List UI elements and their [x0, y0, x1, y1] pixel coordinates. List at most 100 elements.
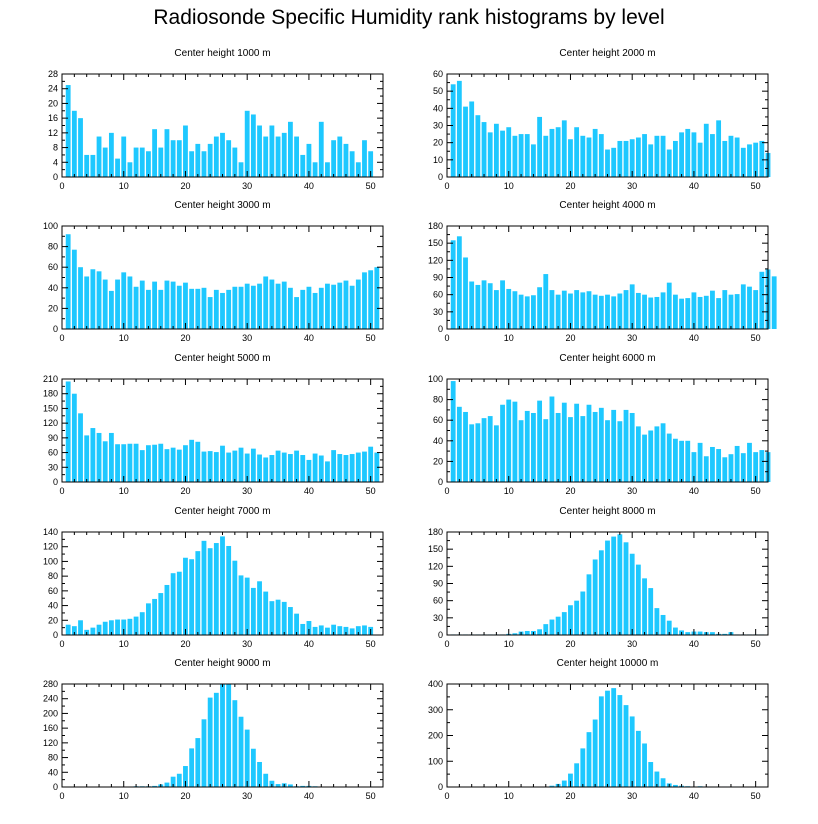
histogram-bar [318, 121, 324, 177]
histogram-bar [580, 591, 586, 635]
histogram-bar [269, 125, 275, 177]
histogram-bar [189, 439, 195, 482]
histogram-bar [355, 279, 361, 329]
histogram-bar [710, 446, 715, 482]
histogram-bar [257, 125, 262, 177]
histogram-bar [574, 763, 580, 787]
panel-title: Center height 6000 m [559, 353, 655, 364]
histogram-bar [121, 619, 127, 635]
y-tick-label: 40 [48, 283, 58, 293]
histogram-bar [164, 449, 170, 482]
histogram-bar [300, 623, 306, 635]
histogram-bar [331, 624, 337, 635]
histogram-bar [115, 279, 120, 329]
histogram-bar [716, 298, 722, 329]
histogram-bar [362, 625, 367, 635]
histogram-bar [152, 444, 158, 482]
histogram-bar [146, 445, 151, 482]
histogram-bar [275, 784, 281, 787]
x-tick-label: 50 [751, 181, 761, 191]
histogram-bar [201, 451, 207, 482]
y-tick-label: 120 [43, 542, 58, 552]
histogram-bar [127, 162, 133, 177]
histogram-bar [673, 784, 678, 787]
histogram-bar [568, 417, 573, 482]
histogram-bar [759, 450, 765, 482]
histogram-bar [463, 411, 468, 482]
histogram-bar [623, 705, 629, 787]
histogram-bar [666, 149, 672, 177]
histogram-bar [164, 584, 170, 635]
histogram-bar [463, 257, 468, 329]
y-tick-label: 90 [48, 433, 58, 443]
histogram-bar [580, 748, 586, 788]
histogram-bar [121, 444, 127, 482]
x-tick-label: 20 [565, 181, 575, 191]
histogram-bar [183, 766, 188, 787]
histogram-bar [703, 295, 709, 329]
histogram-bar [555, 412, 561, 482]
histogram-bar [71, 393, 77, 482]
histogram-bar [133, 286, 139, 329]
histogram-bar [207, 143, 213, 177]
histogram-bar [374, 452, 380, 482]
x-tick-label: 30 [242, 639, 252, 649]
histogram-bar [549, 128, 555, 177]
y-tick-label: 8 [53, 143, 58, 153]
x-tick-label: 50 [751, 486, 761, 496]
x-tick-label: 20 [180, 181, 190, 191]
histogram-bar [176, 285, 182, 329]
y-tick-label: 30 [433, 121, 443, 131]
x-tick-label: 50 [751, 639, 761, 649]
x-tick-label: 20 [565, 333, 575, 343]
histogram-bar [78, 620, 83, 635]
histogram-bar [555, 294, 561, 329]
chart-panel-5: Center height 5000 m 0 10 20 30 40 50 0 30 60 90 12… [43, 353, 384, 496]
histogram-bar [574, 403, 580, 482]
x-tick-label: 30 [242, 791, 252, 801]
histogram-bar [183, 445, 188, 482]
histogram-bar [263, 457, 269, 482]
histogram-bar [207, 451, 213, 482]
histogram-bar [325, 461, 330, 482]
y-tick-label: 28 [48, 69, 58, 79]
y-tick-label: 0 [53, 172, 58, 182]
y-tick-label: 120 [428, 561, 443, 571]
chart-panel-8: Center height 8000 m 0 10 20 30 40 50 0 30 60 90 12… [428, 506, 769, 649]
histogram-bar [220, 536, 225, 635]
histogram-bar [127, 618, 133, 635]
histogram-bar [96, 624, 102, 635]
histogram-bar [281, 601, 287, 635]
histogram-bar [635, 730, 641, 787]
histogram-bar [568, 773, 573, 787]
y-tick-label: 0 [53, 630, 58, 640]
x-tick-label: 0 [59, 333, 64, 343]
histogram-bar [740, 284, 746, 329]
y-tick-label: 20 [433, 138, 443, 148]
panel-title: Center height 2000 m [559, 48, 655, 59]
histogram-bar [238, 447, 244, 482]
histogram-bar [176, 571, 182, 635]
histogram-bar [133, 443, 139, 482]
histogram-bar [697, 296, 703, 329]
histogram-bar [343, 280, 349, 329]
histogram-bar [250, 748, 256, 787]
histogram-bar [312, 162, 318, 177]
histogram-bar [629, 412, 635, 482]
histogram-bar [759, 140, 765, 177]
histogram-bar [343, 455, 349, 482]
histogram-bar [183, 282, 188, 329]
histogram-bar [691, 292, 697, 329]
histogram-bar [561, 402, 567, 482]
histogram-bar [368, 151, 374, 177]
histogram-bar [475, 423, 481, 482]
histogram-bar [531, 144, 536, 177]
histogram-bar [611, 536, 617, 635]
histogram-bar [586, 291, 592, 329]
histogram-bar [592, 294, 598, 329]
histogram-bar [629, 284, 635, 329]
x-tick-label: 50 [751, 791, 761, 801]
histogram-bar [71, 249, 77, 329]
x-tick-label: 0 [444, 791, 449, 801]
histogram-bar [337, 282, 343, 329]
